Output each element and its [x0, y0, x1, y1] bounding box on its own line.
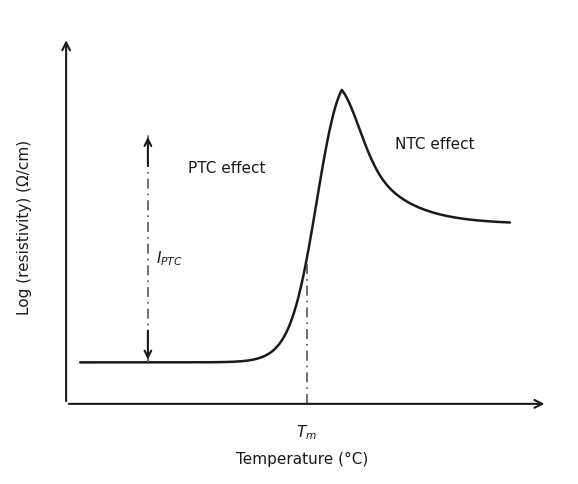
- X-axis label: Temperature (°C): Temperature (°C): [236, 453, 368, 468]
- Text: $I_{PTC}$: $I_{PTC}$: [156, 249, 183, 268]
- Text: $T_m$: $T_m$: [297, 423, 317, 441]
- Text: NTC effect: NTC effect: [395, 137, 475, 152]
- Y-axis label: Log (resistivity) (Ω/cm): Log (resistivity) (Ω/cm): [17, 140, 32, 315]
- Text: PTC effect: PTC effect: [188, 161, 265, 176]
